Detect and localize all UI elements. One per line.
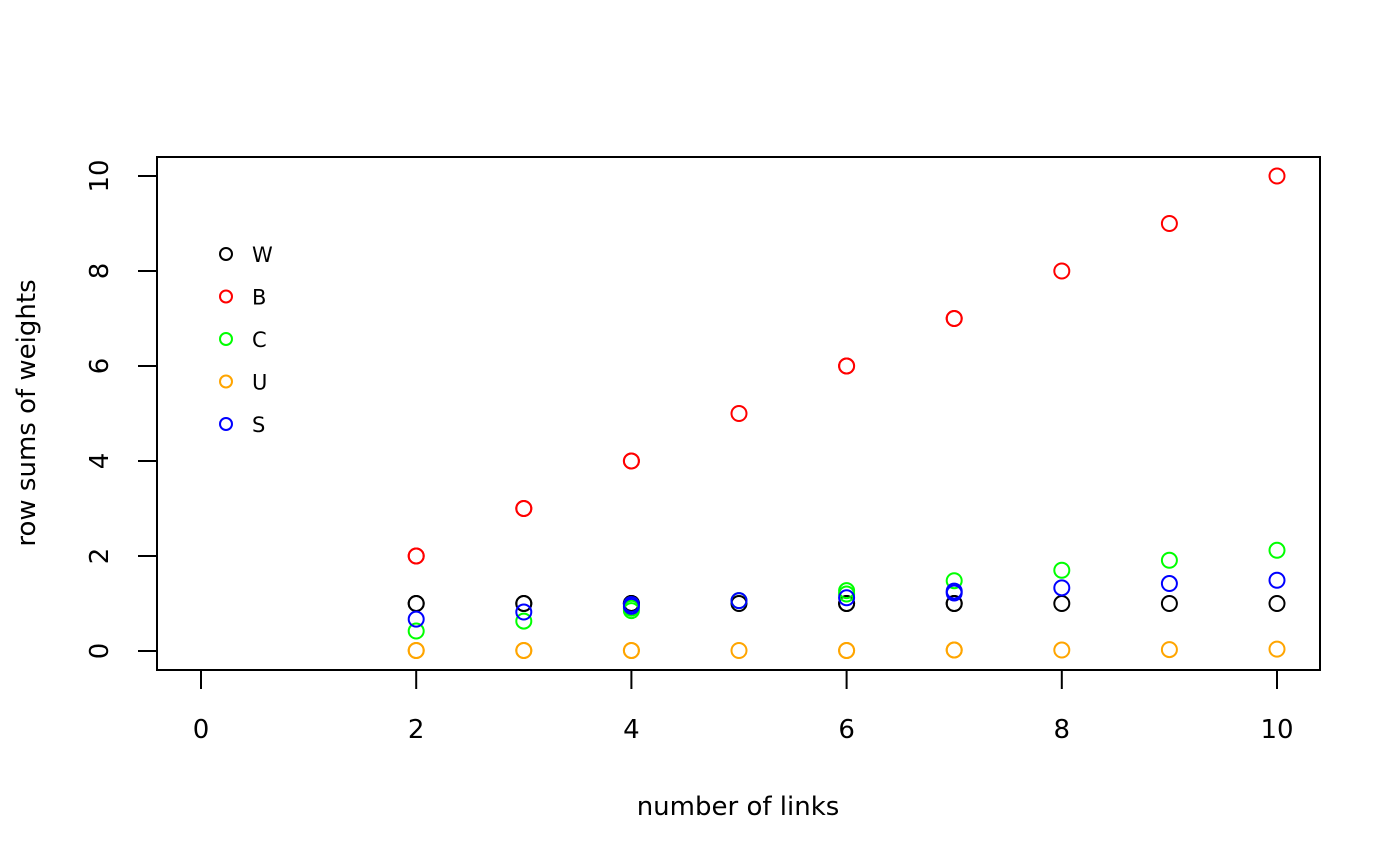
y-axis: 0 2 4 6 8 10 bbox=[85, 159, 158, 660]
point-w bbox=[1053, 595, 1071, 612]
x-axis-label: number of links bbox=[637, 792, 840, 822]
point-u bbox=[407, 642, 425, 660]
point-b bbox=[1053, 262, 1071, 280]
point-u bbox=[1160, 641, 1178, 659]
point-w bbox=[838, 595, 856, 612]
y-tick-label: 10 bbox=[85, 159, 115, 192]
legend-label-w: W bbox=[252, 243, 273, 267]
point-s bbox=[730, 592, 748, 610]
y-tick-label: 0 bbox=[85, 643, 115, 660]
point-c bbox=[1268, 541, 1286, 559]
legend-marker-b bbox=[219, 289, 233, 304]
point-u bbox=[515, 642, 533, 660]
legend-label-c: C bbox=[252, 328, 267, 352]
legend-marker-w bbox=[219, 247, 233, 261]
point-w bbox=[1268, 595, 1286, 612]
y-tick-label: 6 bbox=[85, 358, 115, 375]
legend-label-u: U bbox=[252, 371, 267, 395]
point-b bbox=[945, 310, 963, 327]
point-c bbox=[407, 622, 425, 640]
data-points bbox=[407, 167, 1286, 660]
x-axis: 0 2 4 6 8 10 bbox=[193, 669, 1294, 745]
point-s bbox=[1053, 579, 1071, 597]
point-b bbox=[1268, 167, 1286, 185]
legend-label-s: S bbox=[252, 413, 265, 437]
point-b bbox=[515, 500, 533, 517]
point-u bbox=[945, 641, 963, 659]
point-s bbox=[838, 589, 856, 607]
y-axis-label: row sums of weights bbox=[12, 279, 42, 546]
x-tick-label: 2 bbox=[408, 715, 425, 745]
point-u bbox=[730, 642, 748, 660]
point-c bbox=[838, 585, 856, 603]
point-b bbox=[730, 405, 748, 422]
point-b bbox=[838, 357, 856, 375]
point-s bbox=[1160, 575, 1178, 593]
point-s bbox=[407, 610, 425, 628]
x-tick-label: 0 bbox=[193, 715, 210, 745]
point-w bbox=[515, 595, 533, 612]
legend-marker-u bbox=[219, 374, 233, 389]
x-tick-label: 8 bbox=[1054, 715, 1071, 745]
point-u bbox=[1053, 641, 1071, 659]
y-tick-label: 2 bbox=[85, 548, 115, 565]
x-tick-label: 4 bbox=[623, 715, 640, 745]
point-s bbox=[515, 603, 533, 621]
y-tick-label: 4 bbox=[85, 453, 115, 470]
legend-marker-s bbox=[219, 417, 233, 431]
x-tick-label: 10 bbox=[1260, 715, 1293, 745]
point-w bbox=[945, 595, 963, 612]
point-b bbox=[622, 452, 640, 470]
point-c bbox=[945, 572, 963, 590]
point-s bbox=[1268, 571, 1286, 589]
point-s bbox=[945, 582, 963, 600]
point-c bbox=[515, 612, 533, 630]
point-u bbox=[622, 642, 640, 660]
point-w bbox=[1160, 595, 1178, 612]
x-tick-label: 6 bbox=[838, 715, 855, 745]
point-s bbox=[622, 595, 640, 613]
point-b bbox=[407, 547, 425, 565]
point-w bbox=[407, 595, 425, 612]
legend-label-b: B bbox=[252, 286, 266, 310]
point-u bbox=[838, 642, 856, 660]
y-tick-label: 8 bbox=[85, 263, 115, 280]
point-u bbox=[1268, 640, 1286, 658]
legend-marker-c bbox=[219, 332, 233, 346]
point-b bbox=[1160, 215, 1178, 232]
point-c bbox=[1160, 551, 1178, 569]
point-c bbox=[1053, 561, 1071, 579]
